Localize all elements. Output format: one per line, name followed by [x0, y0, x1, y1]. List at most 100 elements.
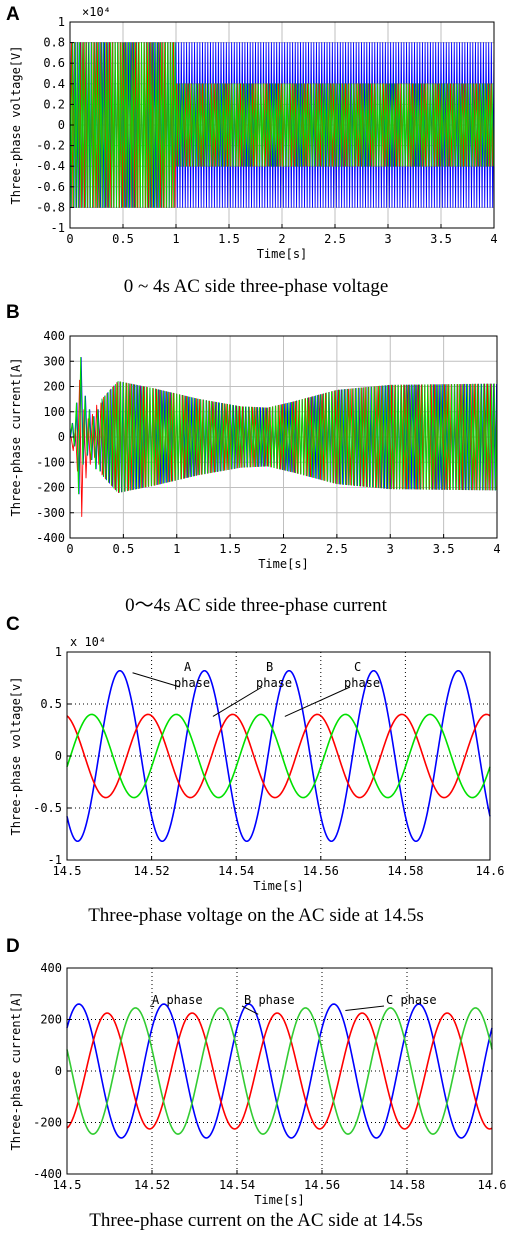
y-tick-label: -200 [33, 1116, 62, 1130]
x-tick-label: 3 [384, 232, 391, 246]
y-tick-label: 0 [58, 430, 65, 444]
annotation-label: A phase [152, 993, 203, 1007]
y-tick-label: 0.8 [43, 36, 65, 50]
series-line-green [66, 1007, 493, 1135]
y-axis-label: Three-phase voltage[V] [9, 46, 23, 205]
x-tick-label: 0.5 [112, 232, 134, 246]
annotation-leader [284, 686, 351, 717]
x-tick-label: 0 [66, 542, 73, 556]
annotation-label: C phase [386, 993, 437, 1007]
x-tick-label: 2.5 [324, 232, 346, 246]
y-tick-label: 200 [40, 1013, 62, 1027]
y-tick-label: 0 [58, 118, 65, 132]
x-axis-label: Time[s] [257, 247, 308, 261]
x-axis-label: Time[s] [254, 1193, 305, 1207]
annotation-label: phase [256, 676, 292, 690]
x-tick-label: 0.5 [113, 542, 135, 556]
y-tick-label: 0.5 [40, 697, 62, 711]
x-tick-label: 3.5 [433, 542, 455, 556]
chart-caption: Three-phase current on the AC side at 14… [89, 1210, 423, 1231]
panel-letter: B [6, 302, 20, 323]
x-tick-label: 1 [172, 232, 179, 246]
panel-a: A 0 0.5 1 1.5 2 2.5 3 3.5 4 1 0.8 0.6 0.4 0.2 0 -0.2 -0.… [0, 0, 512, 310]
y-axis-label: Three-phase current[A] [9, 358, 23, 517]
x-tick-label: 1.5 [218, 232, 240, 246]
y-tick-label: -1 [48, 853, 62, 867]
y-tick-label: 100 [43, 405, 65, 419]
y-tick-label: -0.5 [33, 801, 62, 815]
x-tick-label: 14.6 [476, 864, 505, 878]
x-tick-label: 2.5 [326, 542, 348, 556]
y-axis-label: Three-phase current[A] [9, 992, 23, 1151]
annotation-leader [212, 686, 263, 717]
y-tick-label: -400 [36, 531, 65, 545]
y-tick-label: 400 [40, 961, 62, 975]
x-tick-label: 14.56 [304, 1178, 340, 1192]
y-tick-label: 0 [55, 749, 62, 763]
x-tick-label: 14.52 [134, 1178, 170, 1192]
annotation-label: B phase [244, 993, 295, 1007]
series-line-green [66, 713, 491, 799]
panel-b: B 0 0.5 1 1.5 2 2.5 3 3.5 4 400 300 200 100 0 -100 -200… [0, 300, 512, 620]
series-line-blue [66, 1003, 493, 1139]
current-chart-0-4s: 0 0.5 1 1.5 2 2.5 3 3.5 4 400 300 200 100 0 -100 -200 -3… [9, 329, 501, 571]
x-tick-label: 4 [493, 542, 500, 556]
series-line-red [66, 1012, 493, 1130]
panel-letter: C [6, 614, 20, 635]
panel-letter: D [6, 936, 20, 957]
annotation-label: phase [174, 676, 210, 690]
voltage-chart-14-5s: 14.5 14.52 14.54 14.56 14.58 14.6 1 0.5 0 -0.5 -1 T… [9, 635, 505, 893]
voltage-chart-0-4s: 0 0.5 1 1.5 2 2.5 3 3.5 4 1 0.8 0.6 0.4 0.2 0 -0.2 -0.4 -… [9, 5, 498, 261]
y-axis-label: Three-phase voltage[v] [9, 677, 23, 836]
x-tick-label: 14.58 [389, 1178, 425, 1192]
x-tick-label: 14.5 [53, 1178, 82, 1192]
x-tick-label: 14.58 [387, 864, 423, 878]
y-tick-label: -400 [33, 1167, 62, 1181]
x-tick-label: 2 [280, 542, 287, 556]
x-tick-label: 14.5 [53, 864, 82, 878]
y-tick-label: 0.6 [43, 56, 65, 70]
x-tick-label: 1 [173, 542, 180, 556]
y-tick-label: -300 [36, 506, 65, 520]
annotation-label: C [354, 660, 361, 674]
annotation-leader [149, 1005, 155, 1008]
panel-letter: A [6, 4, 20, 25]
x-tick-label: 1.5 [219, 542, 241, 556]
annotation-leader [132, 672, 181, 688]
series-line-red [66, 713, 491, 799]
chart-caption: 0 ~ 4s AC side three-phase voltage [123, 276, 389, 297]
y-tick-label: 1 [58, 15, 65, 29]
x-tick-label: 3 [387, 542, 394, 556]
x-axis-label: Time[s] [253, 879, 304, 893]
x-tick-label: 14.54 [219, 1178, 255, 1192]
current-chart-14-5s: 14.5 14.52 14.54 14.56 14.58 14.6 400 200 0 -200 -… [9, 961, 507, 1207]
y-tick-label: 200 [43, 380, 65, 394]
x-tick-label: 3.5 [430, 232, 452, 246]
x-tick-label: 14.52 [134, 864, 170, 878]
y-tick-label: -0.4 [36, 159, 65, 173]
x-axis-label: Time[s] [258, 557, 309, 571]
y-tick-label: -0.2 [36, 139, 65, 153]
series-line-green [69, 357, 498, 495]
x-tick-label: 14.56 [303, 864, 339, 878]
y-tick-label: 0 [55, 1064, 62, 1078]
y-tick-label: 400 [43, 329, 65, 343]
x-tick-label: 14.6 [478, 1178, 507, 1192]
y-tick-label: -0.6 [36, 180, 65, 194]
axis-multiplier: x 10⁴ [70, 635, 106, 649]
chart-caption: 0～4s AC side three-phase current [125, 595, 387, 616]
y-tick-label: -0.8 [36, 200, 65, 214]
y-tick-label: -1 [51, 221, 65, 235]
annotation-leader [241, 1005, 259, 1015]
y-tick-label: 300 [43, 354, 65, 368]
annotation-label: B [266, 660, 273, 674]
panel-c: C 14.5 14.52 14.54 14.56 14.58 14.6 1 0.5 0 -0.5 -… [0, 612, 512, 942]
y-tick-label: 0.4 [43, 77, 65, 91]
x-tick-label: 14.54 [218, 864, 254, 878]
annotation-label: A [184, 660, 192, 674]
x-tick-label: 2 [278, 232, 285, 246]
panel-d: D 14.5 14.52 14.54 14.56 14.58 14.6 400 200 0 -20… [0, 934, 512, 1245]
y-tick-label: 1 [55, 645, 62, 659]
series-line-green [69, 42, 494, 208]
annotation-leader [345, 1005, 385, 1011]
